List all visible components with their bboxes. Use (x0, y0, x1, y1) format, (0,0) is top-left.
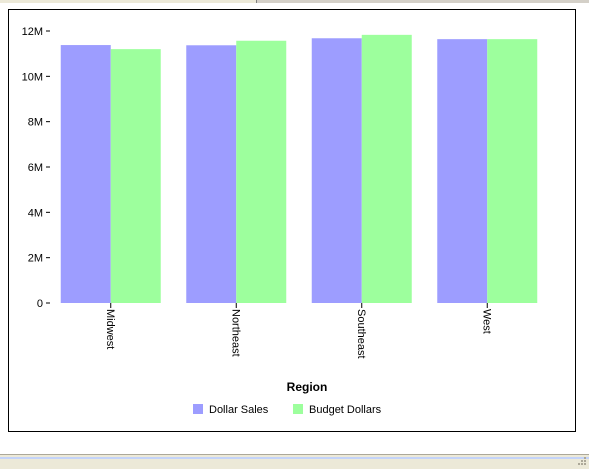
y-tick-label: 6M (28, 162, 43, 174)
y-tick-label: 10M (22, 71, 43, 83)
bar-northeast-budget-dollars (236, 40, 287, 303)
bar-midwest-dollar-sales (60, 45, 111, 303)
bar-southeast-dollar-sales (311, 38, 362, 304)
y-tick-label: 12M (22, 26, 43, 38)
x-axis: Midwest Northeast Southeast West (104, 303, 492, 359)
legend-swatch (293, 404, 303, 414)
legend-label: Budget Dollars (309, 404, 382, 416)
x-tick-label: Midwest (104, 309, 116, 349)
y-tick-label: 2M (28, 253, 43, 265)
x-tick-label: Northeast (229, 309, 241, 357)
legend-swatch (193, 404, 203, 414)
status-bar-highlight (0, 457, 589, 459)
window-tab-edge (0, 0, 257, 3)
bar-northeast-dollar-sales (186, 45, 237, 303)
legend-label: Dollar Sales (209, 404, 269, 416)
resize-grip-icon[interactable] (575, 456, 587, 468)
bar-west-budget-dollars (487, 39, 538, 303)
bars (60, 34, 538, 304)
chart-panel: 0 2M 4M 6M 8M 10M 12M Midwest Northeast Southeas… (8, 9, 576, 432)
bar-midwest-budget-dollars (110, 49, 161, 304)
bar-chart: 0 2M 4M 6M 8M 10M 12M Midwest Northeast Southeas… (22, 26, 538, 416)
y-tick-label: 4M (28, 207, 43, 219)
x-axis-title: Region (287, 380, 328, 394)
legend: Dollar Sales Budget Dollars (193, 404, 382, 416)
status-bar (0, 454, 589, 469)
y-axis: 0 2M 4M 6M 8M 10M 12M (22, 26, 50, 310)
x-tick-label: West (480, 309, 492, 334)
y-tick-label: 0 (37, 298, 43, 310)
x-tick-label: Southeast (355, 309, 367, 359)
bar-west-dollar-sales (437, 39, 488, 303)
y-tick-label: 8M (28, 117, 43, 129)
bar-southeast-budget-dollars (361, 34, 412, 303)
window-top-strip (0, 0, 589, 3)
